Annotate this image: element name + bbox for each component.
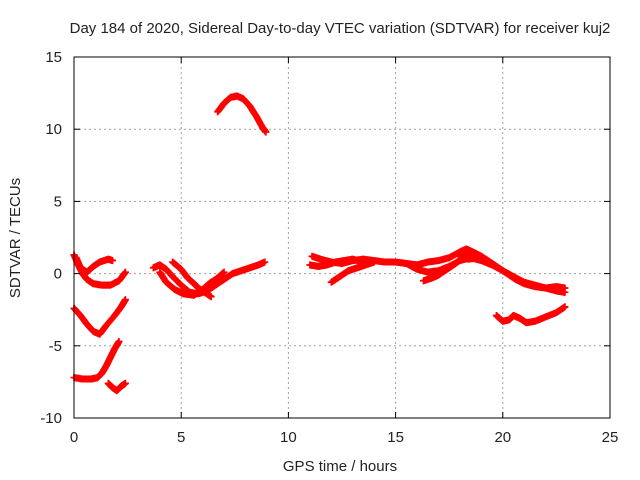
- y-tick-label: 10: [45, 121, 62, 138]
- x-tick-label: 10: [280, 429, 297, 446]
- data-point-marker: [109, 257, 117, 265]
- tick-labels: 0 5 10 15 20 25 -10 -5 0 5 10 15: [40, 49, 618, 446]
- y-tick-label: 0: [54, 266, 62, 283]
- x-tick-label: 0: [70, 429, 78, 446]
- axis-ticks: [73, 56, 611, 419]
- y-axis-label: SDTVAR / TECUs: [7, 178, 24, 298]
- grid-lines: [74, 57, 610, 418]
- data-point-marker: [467, 248, 475, 256]
- data-point-marker: [561, 303, 569, 311]
- x-tick-label: 25: [602, 429, 619, 446]
- data-point-marker: [561, 288, 569, 296]
- x-axis-label: GPS time / hours: [283, 458, 397, 475]
- y-tick-label: 5: [54, 193, 62, 210]
- series-arc-6: [149, 258, 269, 298]
- data-point-marker: [121, 268, 129, 276]
- series-arc-12: [327, 258, 378, 286]
- series-arc-16: [492, 303, 569, 327]
- data-point-marker: [261, 258, 269, 266]
- data-point-marker: [121, 296, 129, 304]
- x-tick-label: 5: [177, 429, 185, 446]
- data-point-marker: [262, 128, 270, 136]
- data-point-marker: [220, 268, 228, 276]
- series-arc-14: [419, 248, 475, 285]
- data-point-marker: [370, 258, 378, 266]
- plot-frame: [73, 56, 611, 419]
- series-arc-5: [104, 379, 129, 395]
- y-tick-label: -10: [40, 410, 62, 427]
- series-arc-11: [306, 255, 367, 270]
- chart-title: Day 184 of 2020, Sidereal Day-to-day VTE…: [70, 20, 611, 37]
- y-tick-label: 15: [45, 49, 62, 66]
- series-arc-8: [169, 258, 215, 301]
- series-arc-3: [70, 296, 129, 338]
- x-tick-label: 20: [494, 429, 511, 446]
- series-arc-15: [456, 252, 507, 275]
- x-tick-label: 15: [387, 429, 404, 446]
- data-point-marker: [115, 337, 123, 345]
- series-arc-9: [214, 92, 270, 136]
- data-point-marker: [121, 379, 129, 387]
- series-arc-2: [72, 254, 117, 276]
- y-tick-label: -5: [49, 338, 62, 355]
- data-point-marker: [499, 267, 507, 275]
- data-point-marker: [207, 293, 215, 301]
